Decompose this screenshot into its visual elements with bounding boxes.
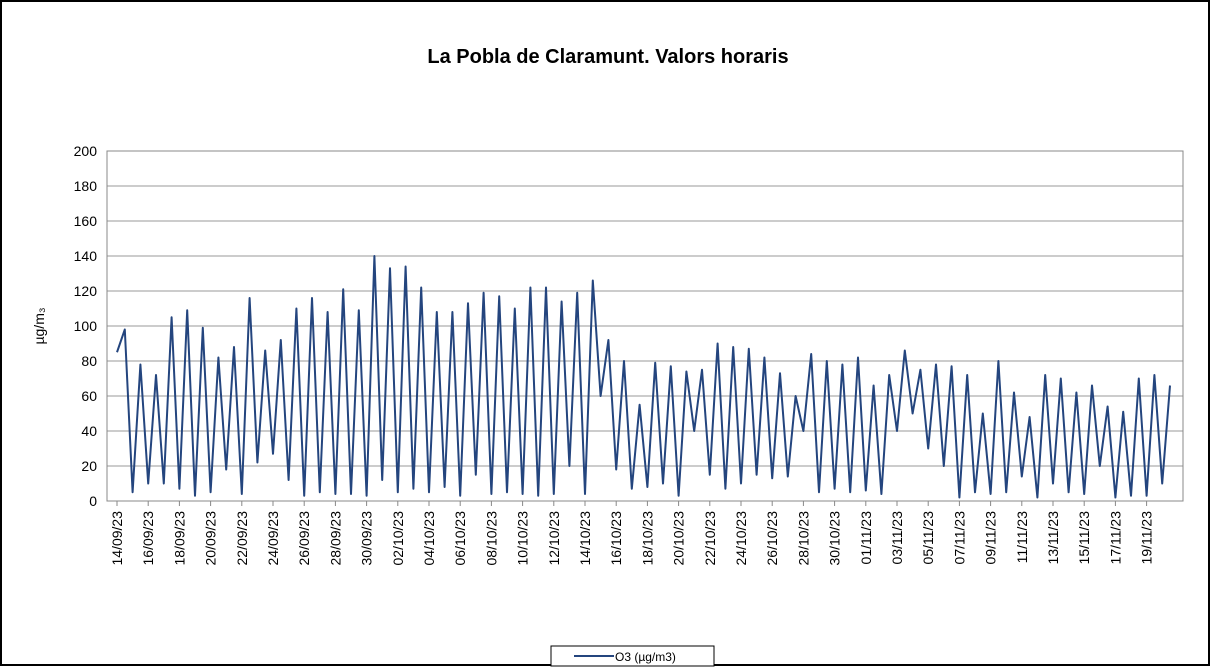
y-tick-label: 60: [81, 388, 97, 404]
y-tick-label: 40: [81, 423, 97, 439]
legend-label: O3 (µg/m3): [615, 650, 676, 664]
x-tick-label: 26/09/23: [296, 511, 312, 566]
x-tick-label: 24/10/23: [733, 511, 749, 566]
y-tick-label: 0: [89, 493, 97, 509]
x-tick-label: 03/11/23: [889, 511, 905, 565]
x-tick-label: 09/11/23: [983, 511, 999, 565]
x-tick-label: 07/11/23: [951, 511, 967, 565]
legend-box: [550, 645, 715, 667]
x-tick-label: 14/09/23: [109, 511, 125, 566]
x-tick-label: 22/10/23: [702, 511, 718, 566]
y-tick-label: 160: [74, 213, 98, 229]
x-tick-label: 18/10/23: [639, 511, 655, 566]
chart-title: La Pobla de Claramunt. Valors horaris: [427, 46, 788, 68]
x-tick-label: 02/10/23: [390, 511, 406, 566]
y-tick-label: 200: [74, 143, 98, 159]
y-axis-label: µg/m₃: [31, 307, 47, 344]
y-tick-label: 100: [74, 318, 98, 334]
x-tick-label: 10/10/23: [515, 511, 531, 566]
y-tick-label: 180: [74, 178, 98, 194]
x-tick-label: 12/10/23: [546, 511, 562, 566]
x-tick-label: 05/11/23: [920, 511, 936, 565]
x-tick-label: 13/11/23: [1045, 511, 1061, 565]
x-tick-label: 19/11/23: [1139, 511, 1155, 565]
x-tick-label: 01/11/23: [858, 511, 874, 565]
x-tick-label: 22/09/23: [234, 511, 250, 566]
x-tick-label: 20/09/23: [203, 511, 219, 566]
x-tick-label: 08/10/23: [483, 511, 499, 566]
x-tick-label: 26/10/23: [764, 511, 780, 566]
x-tick-label: 30/09/23: [359, 511, 375, 566]
x-tick-label: 18/09/23: [171, 511, 187, 566]
y-tick-label: 20: [81, 458, 97, 474]
x-tick-label: 04/10/23: [421, 511, 437, 566]
x-tick-label: 28/09/23: [327, 511, 343, 566]
data-line: [116, 255, 1171, 499]
y-tick-label: 140: [74, 248, 98, 264]
x-tick-label: 20/10/23: [671, 511, 687, 566]
y-tick-label: 80: [81, 353, 97, 369]
x-tick-label: 28/10/23: [795, 511, 811, 566]
x-tick-label: 16/10/23: [608, 511, 624, 566]
plot-area: [106, 150, 1184, 502]
x-tick-label: 06/10/23: [452, 511, 468, 566]
x-tick-label: 15/11/23: [1076, 511, 1092, 565]
x-tick-label: 11/11/23: [1014, 511, 1030, 564]
y-tick-label: 120: [74, 283, 98, 299]
x-tick-label: 30/10/23: [827, 511, 843, 566]
x-tick-label: 17/11/23: [1107, 511, 1123, 565]
x-tick-label: 16/09/23: [140, 511, 156, 566]
x-tick-label: 24/09/23: [265, 511, 281, 566]
x-tick-label: 14/10/23: [577, 511, 593, 566]
